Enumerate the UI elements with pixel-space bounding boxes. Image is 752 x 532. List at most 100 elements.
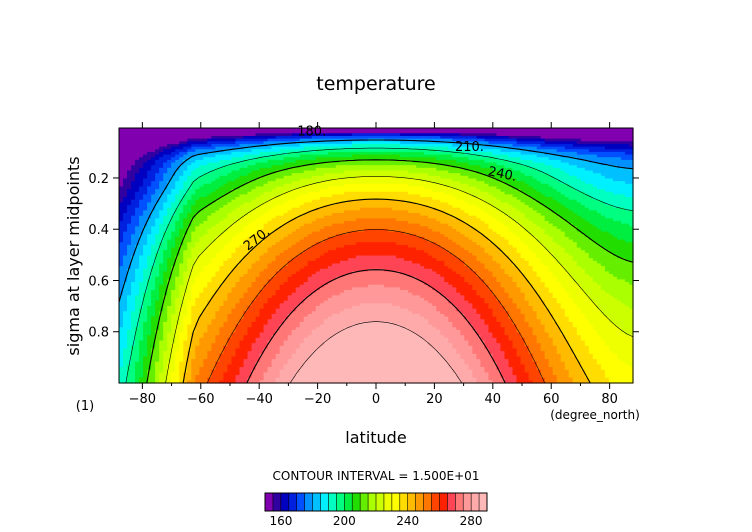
band-cell <box>516 146 522 150</box>
band-cell <box>608 146 614 150</box>
band-cell <box>155 205 160 209</box>
band-cell <box>159 213 164 217</box>
band-cell <box>444 194 449 198</box>
band-cell <box>608 226 614 230</box>
band-cell <box>343 205 349 209</box>
band-cell <box>171 159 176 164</box>
band-cell <box>331 223 337 227</box>
band-cell <box>295 205 301 209</box>
band-cell <box>271 218 277 222</box>
band-cell <box>195 128 200 132</box>
band-cell <box>303 186 309 190</box>
band-cell <box>544 133 550 137</box>
band-cell <box>388 191 393 196</box>
band-cell <box>508 186 514 190</box>
band-cell <box>420 189 425 193</box>
band-cell <box>392 218 397 222</box>
band-cell <box>528 183 534 188</box>
band-cell <box>484 135 490 140</box>
band-cell <box>315 218 321 222</box>
band-cell <box>231 202 237 206</box>
band-cell <box>207 223 212 227</box>
band-cell <box>163 165 168 169</box>
band-cell <box>243 162 249 166</box>
band-cell <box>347 143 353 148</box>
band-cell <box>247 223 253 227</box>
band-cell <box>255 197 261 201</box>
band-cell <box>171 178 176 182</box>
band-cell <box>556 218 562 222</box>
band-cell <box>327 128 333 132</box>
band-cell <box>580 162 586 166</box>
band-cell <box>199 186 204 190</box>
band-cell <box>444 130 449 134</box>
band-cell <box>416 189 421 193</box>
band-cell <box>263 167 269 172</box>
band-cell <box>376 186 381 190</box>
band-cell <box>259 141 265 145</box>
band-cell <box>299 220 305 225</box>
band-cell <box>592 189 598 193</box>
band-cell <box>215 220 220 225</box>
band-cell <box>307 135 313 140</box>
band-cell <box>492 167 498 172</box>
band-cell <box>540 199 546 203</box>
band-cell <box>620 218 626 222</box>
band-cell <box>448 199 453 203</box>
band-cell <box>508 210 514 214</box>
band-cell <box>560 223 566 227</box>
band-cell <box>267 130 273 134</box>
band-cell <box>416 205 421 209</box>
band-cell <box>139 189 144 193</box>
band-cell <box>624 167 630 172</box>
band-cell <box>528 173 534 177</box>
band-cell <box>624 189 630 193</box>
band-cell <box>492 207 498 211</box>
band-cell <box>307 183 313 188</box>
band-cell <box>580 130 586 134</box>
band-cell <box>255 191 261 196</box>
band-cell <box>580 135 586 140</box>
band-cell <box>540 157 546 161</box>
band-cell <box>251 154 257 158</box>
band-cell <box>211 149 216 153</box>
band-cell <box>159 157 164 161</box>
band-cell <box>428 197 433 201</box>
band-cell <box>267 128 273 132</box>
band-cell <box>215 178 220 182</box>
band-cell <box>468 223 473 227</box>
band-cell <box>223 133 229 137</box>
band-cell <box>323 213 329 217</box>
band-cell <box>355 143 361 148</box>
band-cell <box>480 223 486 227</box>
band-cell <box>564 215 570 219</box>
band-cell <box>347 130 353 134</box>
band-cell <box>167 170 172 174</box>
band-cell <box>624 186 630 190</box>
band-cell <box>283 205 289 209</box>
band-cell <box>532 157 538 161</box>
band-cell <box>440 170 445 174</box>
band-cell <box>588 189 594 193</box>
band-cell <box>484 181 490 185</box>
band-cell <box>171 207 176 211</box>
band-cell <box>327 165 333 169</box>
band-cell <box>159 173 164 177</box>
band-cell <box>612 183 618 188</box>
band-cell <box>207 138 212 142</box>
band-cell <box>175 138 180 142</box>
band-cell <box>371 157 377 161</box>
band-cell <box>215 128 220 132</box>
band-cell <box>239 128 245 132</box>
band-cell <box>548 215 554 219</box>
band-cell <box>488 223 494 227</box>
band-cell <box>215 165 220 169</box>
band-cell <box>392 223 397 227</box>
band-cell <box>331 215 337 219</box>
band-cell <box>424 213 429 217</box>
band-cell <box>412 173 417 177</box>
band-cell <box>480 218 486 222</box>
band-cell <box>183 157 188 161</box>
band-cell <box>223 143 229 148</box>
band-cell <box>552 197 558 201</box>
